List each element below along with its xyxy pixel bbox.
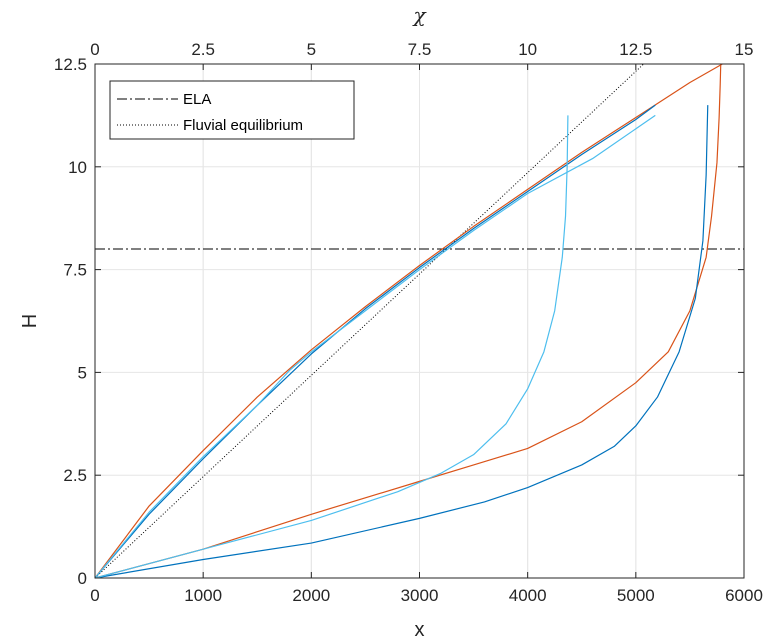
x2-axis-title: χ — [411, 3, 427, 27]
x-tick-label: 2000 — [292, 586, 330, 605]
legend-ela-label: ELA — [183, 91, 211, 108]
x2-tick-label: 0 — [90, 40, 99, 59]
x-tick-label: 0 — [90, 586, 99, 605]
y-tick-label: 2.5 — [63, 466, 87, 485]
x2-tick-label: 2.5 — [191, 40, 215, 59]
x2-tick-label: 7.5 — [408, 40, 432, 59]
series-line-5 — [94, 105, 709, 579]
series-line-3 — [94, 114, 656, 579]
x2-tick-label: 10 — [518, 40, 537, 59]
x2-tick-label: 12.5 — [619, 40, 652, 59]
series-line-1 — [94, 63, 723, 579]
series-line-2 — [94, 104, 656, 579]
legend-box — [109, 80, 355, 140]
y-tick-label: 12.5 — [54, 55, 87, 74]
x-axis-title: x — [415, 619, 425, 641]
x-tick-label: 6000 — [725, 586, 763, 605]
x-tick-label: 1000 — [184, 586, 222, 605]
series-line-4 — [94, 63, 722, 579]
legend-fluvial-label: Fluvial equilibrium — [183, 117, 303, 134]
x-tick-label: 5000 — [617, 586, 655, 605]
x2-tick-label: 15 — [735, 40, 754, 59]
fluvial-equilibrium-line — [94, 63, 644, 579]
y-tick-label: 10 — [68, 158, 87, 177]
legend: ELA Fluvial equilibrium — [109, 80, 355, 140]
y-tick-label: 7.5 — [63, 261, 87, 280]
x-tick-label: 4000 — [509, 586, 547, 605]
x2-tick-label: 5 — [307, 40, 316, 59]
y-axis-title: H — [19, 314, 41, 328]
series-line-6 — [94, 115, 569, 579]
x-tick-label: 3000 — [401, 586, 439, 605]
y-tick-label: 5 — [78, 363, 87, 382]
y-tick-label: 0 — [78, 569, 87, 588]
